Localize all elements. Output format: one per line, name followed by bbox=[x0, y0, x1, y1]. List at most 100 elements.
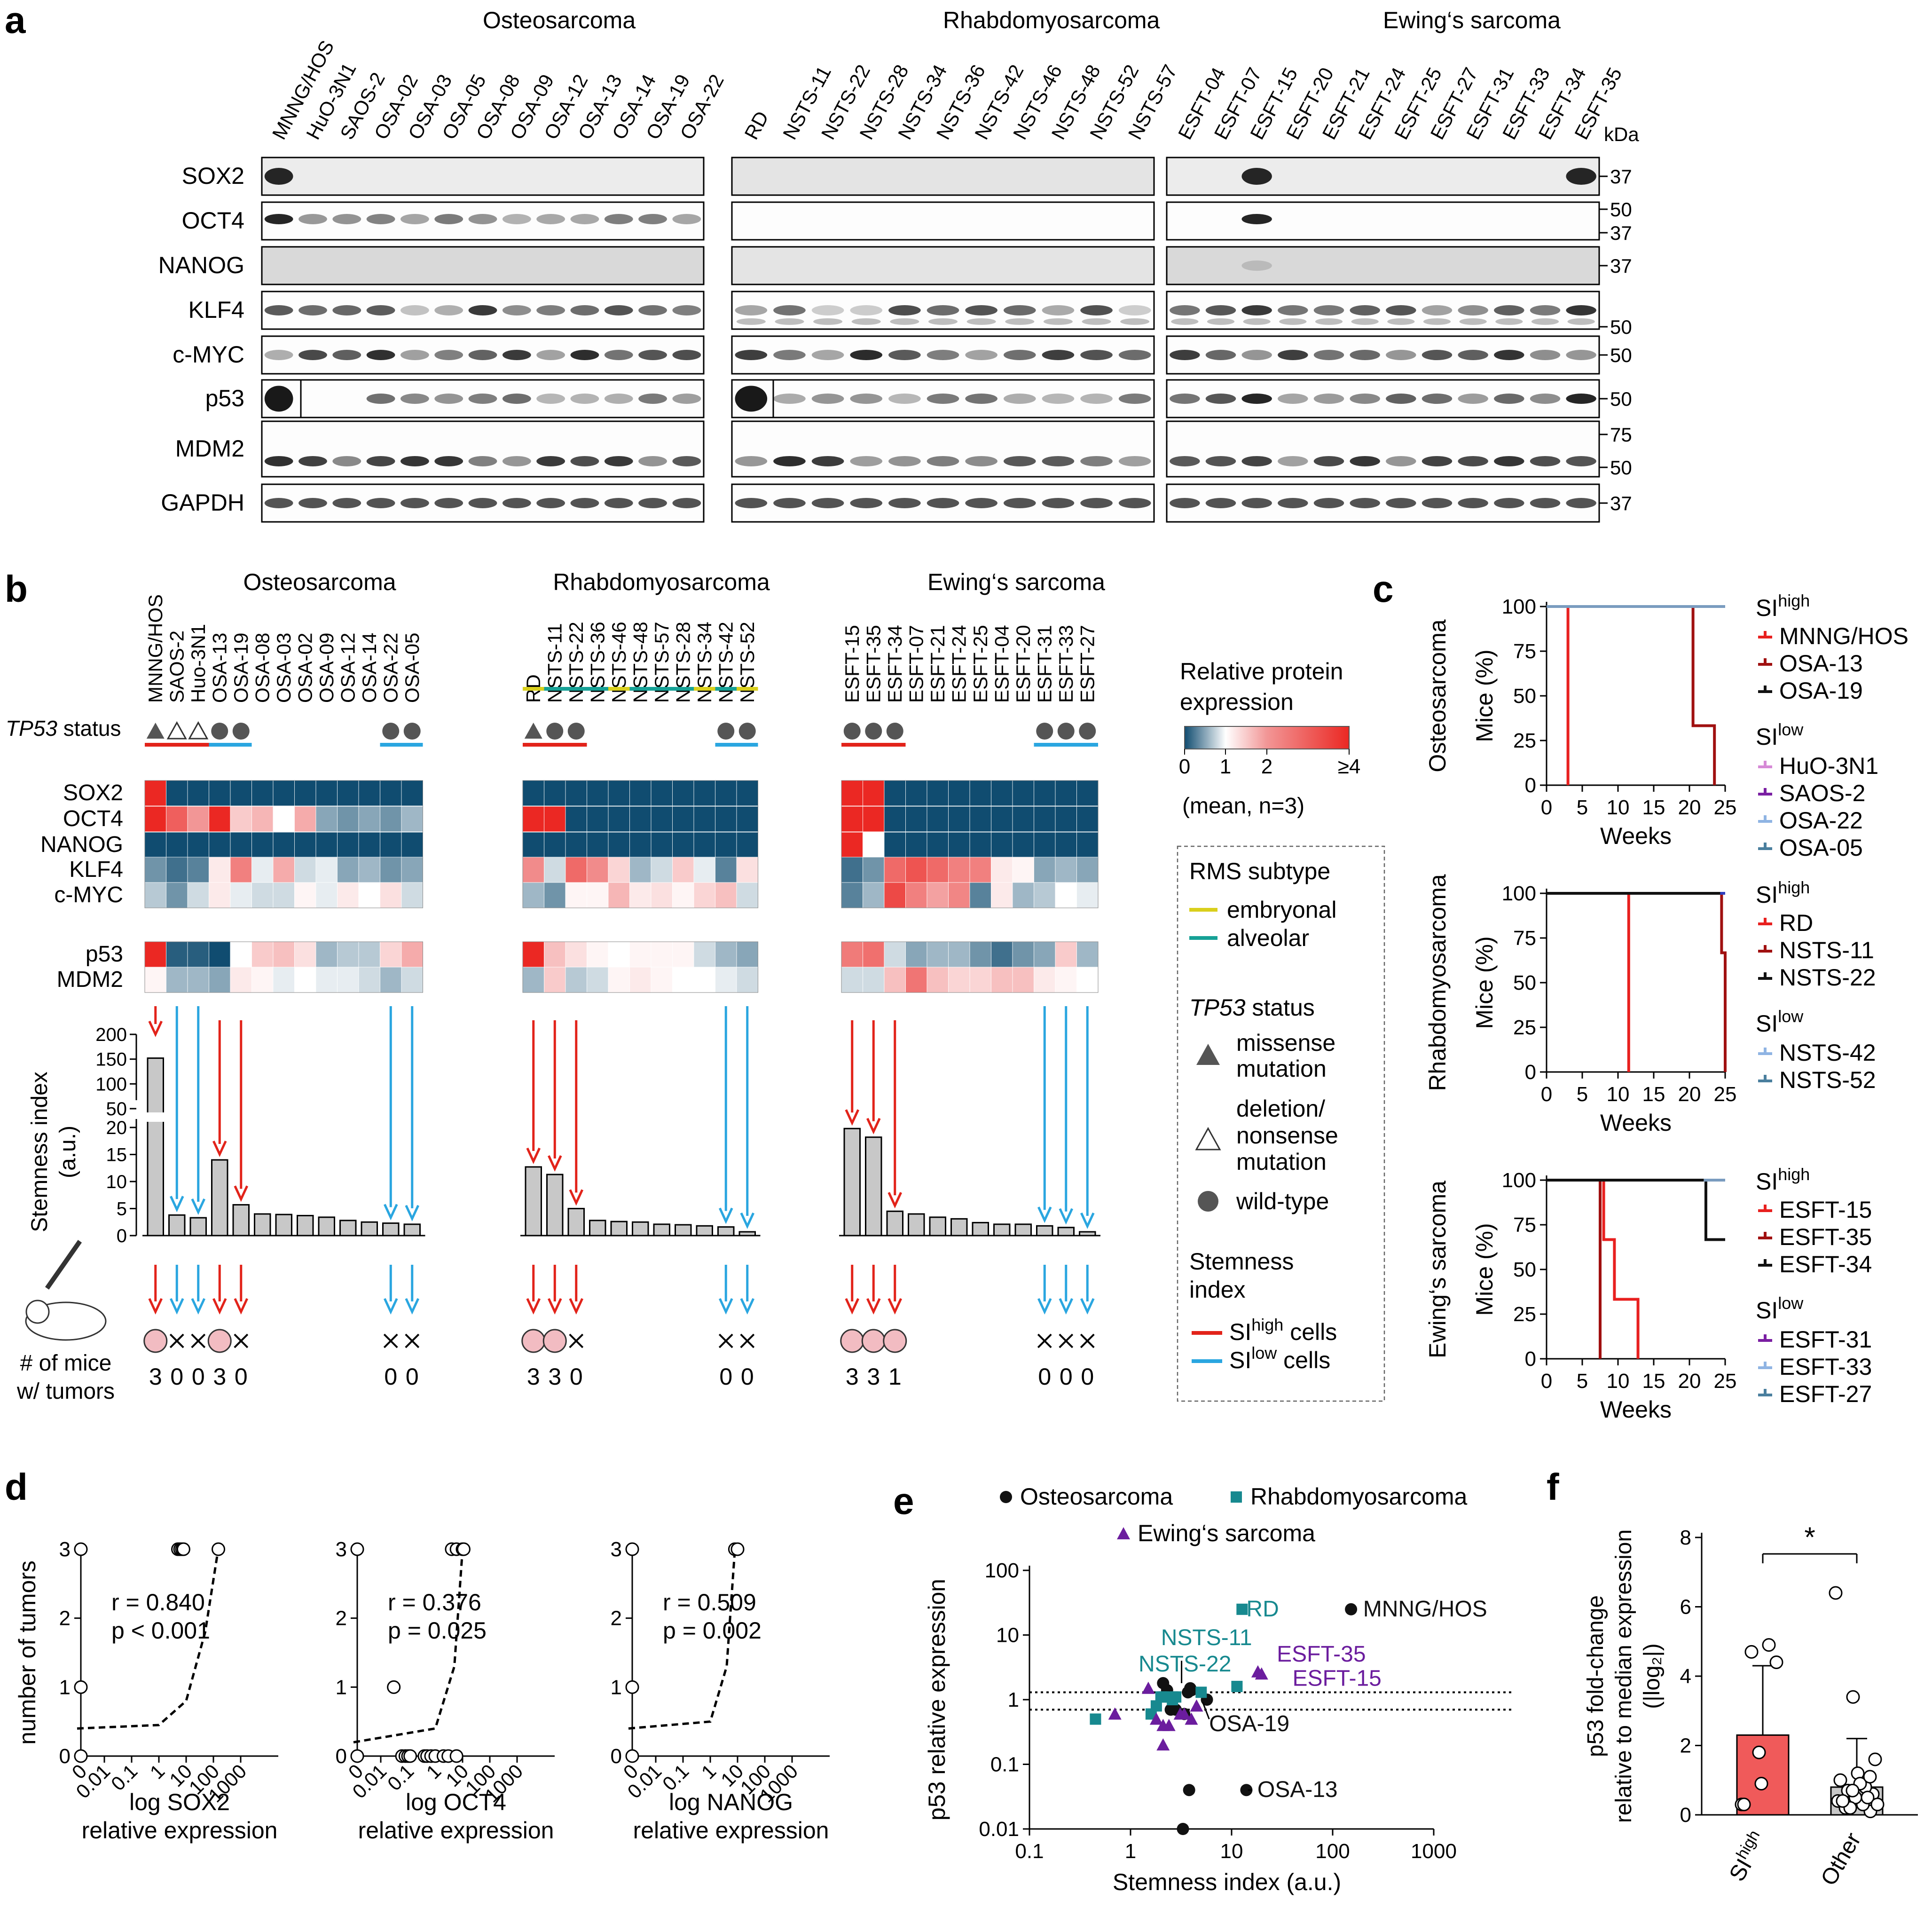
scatter-legend-item: Osteosarcoma bbox=[1020, 1483, 1173, 1510]
heatmap-cell bbox=[565, 806, 587, 832]
corr-y-tick: 2 bbox=[336, 1607, 347, 1630]
blot-band bbox=[1170, 350, 1200, 360]
stemness-bar bbox=[318, 1216, 335, 1237]
heatmap-cell bbox=[230, 857, 252, 883]
heatmap-cell bbox=[209, 806, 231, 832]
bar-point bbox=[1868, 1752, 1882, 1766]
heatmap-cell bbox=[315, 941, 338, 968]
arrow-head bbox=[740, 1298, 755, 1315]
heatmap-cell bbox=[715, 967, 737, 993]
corr-x-title: relative expression bbox=[358, 1817, 554, 1844]
survival-legend-item: SAOS-2 bbox=[1779, 780, 1865, 806]
heatmap-cell bbox=[863, 882, 885, 908]
scatter-point bbox=[1141, 1681, 1155, 1694]
tp53-legend-item: missense bbox=[1236, 1030, 1335, 1056]
panel-letter-c: c bbox=[1373, 568, 1394, 610]
scatter-y-tick: 100 bbox=[985, 1559, 1019, 1582]
corr-point bbox=[176, 1542, 190, 1556]
bar-y-tick: 8 bbox=[1680, 1526, 1691, 1549]
no-tumor-cross bbox=[740, 1333, 755, 1348]
corr-x-title: log NANOG bbox=[669, 1789, 793, 1815]
blot-band bbox=[736, 318, 766, 325]
heatmap-lane-label: OSA-19 bbox=[230, 633, 252, 703]
scatter-point bbox=[1195, 1686, 1207, 1698]
heatmap-cell bbox=[841, 967, 863, 993]
si-legend-title: index bbox=[1189, 1277, 1246, 1303]
stemness-bar bbox=[908, 1213, 925, 1237]
heatmap-cell bbox=[736, 780, 758, 806]
stemness-tick-label: 15 bbox=[106, 1145, 127, 1166]
heatmap-lane-label: NSTS-57 bbox=[651, 622, 673, 703]
corr-r-value: r = 0.840 bbox=[111, 1589, 205, 1615]
heatmap-cell bbox=[522, 941, 544, 968]
heatmap-cell bbox=[587, 857, 609, 883]
blot-band bbox=[1423, 318, 1451, 325]
blot-band bbox=[298, 214, 327, 224]
survival-y-tick: 25 bbox=[1513, 1303, 1536, 1326]
blot-group-title: Osteosarcoma bbox=[483, 7, 636, 33]
heatmap-cell bbox=[380, 882, 402, 908]
blot-band bbox=[1422, 394, 1453, 404]
heatmap-cell bbox=[948, 832, 970, 858]
heatmap-cell bbox=[672, 857, 694, 883]
scatter-point bbox=[1183, 1784, 1195, 1797]
blot-band bbox=[888, 456, 921, 466]
blot-band bbox=[735, 305, 768, 315]
tp53-status-label: TP53 status bbox=[6, 716, 121, 741]
stemness-axis-title: (a.u.) bbox=[55, 1126, 80, 1178]
mice-label: # of mice bbox=[20, 1351, 112, 1376]
heatmap-group-title: Rhabdomyosarcoma bbox=[553, 569, 770, 595]
corr-point bbox=[350, 1542, 364, 1556]
survival-legend-group: SIhigh bbox=[1756, 1165, 1810, 1195]
arrow-head bbox=[887, 1298, 903, 1315]
si-high-arrow bbox=[887, 1265, 903, 1315]
blot-band bbox=[1566, 394, 1596, 404]
scatter-point bbox=[1173, 1707, 1187, 1720]
si-low-arrow bbox=[405, 1265, 420, 1315]
heatmap-cell bbox=[991, 780, 1013, 806]
blot-band bbox=[366, 498, 395, 508]
blot-frame bbox=[731, 157, 1155, 196]
blot-band bbox=[1278, 498, 1308, 508]
arrow-head bbox=[191, 1298, 206, 1315]
heatmap-cell bbox=[315, 832, 338, 858]
blot-band bbox=[773, 456, 806, 466]
survival-x-tick: 15 bbox=[1642, 796, 1665, 819]
blot-band bbox=[332, 456, 361, 466]
corr-x-tick: 1 bbox=[422, 1760, 446, 1783]
corr-point bbox=[625, 1680, 639, 1694]
heatmap-cell bbox=[315, 857, 338, 883]
blot-band bbox=[401, 305, 429, 315]
blot-band bbox=[888, 394, 921, 404]
corr-y-tick: 1 bbox=[336, 1676, 347, 1699]
heatmap-cell bbox=[209, 780, 231, 806]
blot-band bbox=[1458, 394, 1488, 404]
heatmap-cell bbox=[565, 780, 587, 806]
survival-x-tick: 10 bbox=[1607, 1370, 1630, 1393]
heatmap-group-title: Ewing‘s sarcoma bbox=[927, 569, 1105, 595]
heatmap-lane-label: NSTS-42 bbox=[715, 622, 737, 703]
heatmap-cell bbox=[969, 832, 991, 858]
blot-band bbox=[672, 350, 701, 360]
heatmap-cell bbox=[315, 882, 338, 908]
si-high-arrow bbox=[547, 1020, 562, 1172]
blot-band bbox=[638, 498, 667, 508]
heatmap-cell bbox=[736, 882, 758, 908]
arrow-head bbox=[383, 1298, 398, 1315]
corr-point bbox=[350, 1749, 364, 1763]
label-pointer bbox=[1202, 1702, 1210, 1719]
heatmap-cell bbox=[969, 941, 991, 968]
blot-band bbox=[468, 498, 497, 508]
tp53-legend-item: wild-type bbox=[1236, 1188, 1329, 1214]
survival-panel-title: Rhabdomyosarcoma bbox=[1424, 874, 1451, 1091]
bar-category-label: SIhigh bbox=[1722, 1827, 1772, 1885]
scatter-point bbox=[1177, 1823, 1189, 1835]
blot-band bbox=[1458, 305, 1488, 315]
mice-tumor-count: 1 bbox=[888, 1363, 902, 1390]
corr-y-tick: 3 bbox=[611, 1538, 622, 1561]
heatmap-cell bbox=[230, 967, 252, 993]
heatmap-cell bbox=[209, 882, 231, 908]
panel-letter-b: b bbox=[5, 568, 28, 610]
kda-marker: 50 bbox=[1610, 388, 1632, 410]
arrow-head bbox=[887, 1192, 903, 1209]
